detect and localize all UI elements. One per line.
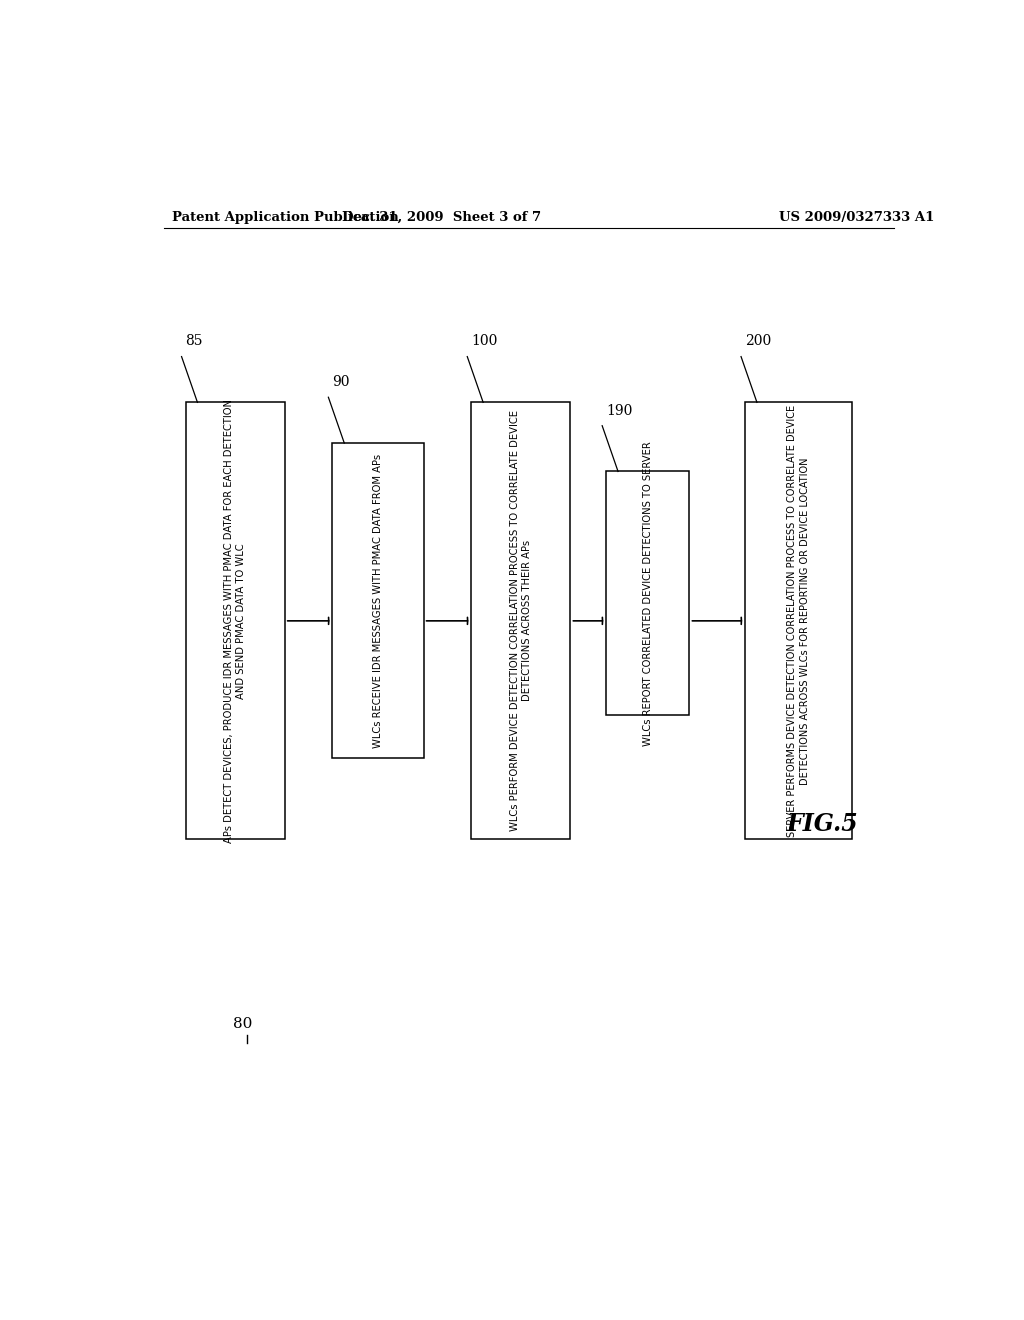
Text: WLCs PERFORM DEVICE DETECTION CORRELATION PROCESS TO CORRELATE DEVICE
DETECTIONS: WLCs PERFORM DEVICE DETECTION CORRELATIO…: [510, 411, 532, 832]
Text: FIG.5: FIG.5: [786, 812, 858, 836]
Bar: [745, 403, 852, 840]
Text: Patent Application Publication: Patent Application Publication: [172, 211, 398, 224]
Bar: [606, 471, 689, 715]
Text: US 2009/0327333 A1: US 2009/0327333 A1: [778, 211, 934, 224]
Text: 200: 200: [745, 334, 771, 348]
Text: 190: 190: [606, 404, 633, 417]
Text: 85: 85: [185, 334, 203, 348]
Text: 100: 100: [471, 334, 498, 348]
Bar: [333, 444, 424, 758]
Text: 90: 90: [333, 375, 350, 389]
Text: APs DETECT DEVICES, PRODUCE IDR MESSAGES WITH PMAC DATA FOR EACH DETECTION
AND S: APs DETECT DEVICES, PRODUCE IDR MESSAGES…: [224, 399, 247, 843]
Text: 80: 80: [233, 1018, 253, 1031]
Text: Dec. 31, 2009  Sheet 3 of 7: Dec. 31, 2009 Sheet 3 of 7: [342, 211, 541, 224]
Text: SERVER PERFORMS DEVICE DETECTION CORRELATION PROCESS TO CORRELATE DEVICE
DETECTI: SERVER PERFORMS DEVICE DETECTION CORRELA…: [787, 405, 810, 837]
Text: WLCs REPORT CORRELATED DEVICE DETECTIONS TO SERVER: WLCs REPORT CORRELATED DEVICE DETECTIONS…: [643, 441, 653, 746]
Bar: [471, 403, 570, 840]
Text: WLCs RECEIVE IDR MESSAGES WITH PMAC DATA FROM APs: WLCs RECEIVE IDR MESSAGES WITH PMAC DATA…: [373, 454, 383, 747]
Bar: [185, 403, 285, 840]
